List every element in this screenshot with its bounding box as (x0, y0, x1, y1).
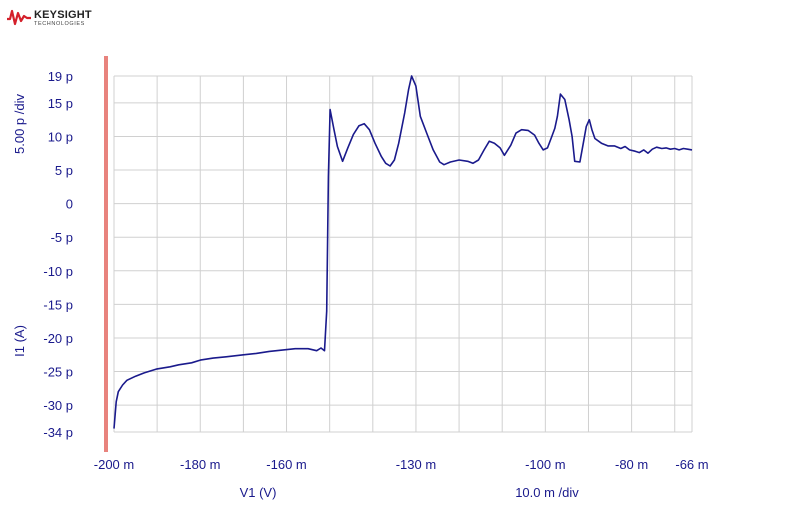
x-tick-label: -66 m (675, 457, 708, 472)
y-tick-label: -10 p (43, 264, 73, 279)
y-tick-label: -30 p (43, 398, 73, 413)
y-tick-label: 0 (66, 197, 73, 212)
y-division-label: 5.00 p /div (12, 94, 27, 154)
x-tick-label: -130 m (396, 457, 436, 472)
y-tick-label: 10 p (48, 129, 73, 144)
keysight-logo: KEYSIGHT TECHNOLOGIES (6, 5, 92, 29)
y-tick-label: -15 p (43, 297, 73, 312)
x-axis-label: V1 (V) (240, 485, 277, 500)
x-division-label: 10.0 m /div (515, 485, 579, 500)
x-tick-label: -200 m (94, 457, 134, 472)
y-tick-label: -5 p (51, 230, 73, 245)
x-tick-label: -100 m (525, 457, 565, 472)
y-tick-label: 5 p (55, 163, 73, 178)
y-tick-label: 19 p (48, 69, 73, 84)
y-tick-labels: 19 p 15 p 10 p 5 p 0 -5 p -10 p -15 p -20 p -25 p… (43, 69, 73, 440)
grid (113, 75, 693, 433)
brand-sub: TECHNOLOGIES (34, 21, 85, 27)
y-tick-label: 15 p (48, 96, 73, 111)
x-tick-label: -80 m (615, 457, 648, 472)
brand-name: KEYSIGHT (34, 9, 92, 21)
x-tick-label: -160 m (266, 457, 306, 472)
y-tick-label: -25 p (43, 365, 73, 380)
y-tick-label: -20 p (43, 331, 73, 346)
series-layer (113, 75, 693, 429)
x-tick-label: -180 m (180, 457, 220, 472)
wave-icon (7, 9, 31, 26)
x-tick-labels: -200 m -180 m -160 m -130 m -100 m -80 m -66 m (94, 457, 709, 472)
y-axis-label: I1 (A) (12, 325, 27, 357)
y-tick-label: -34 p (43, 425, 73, 440)
series-line (113, 75, 693, 429)
